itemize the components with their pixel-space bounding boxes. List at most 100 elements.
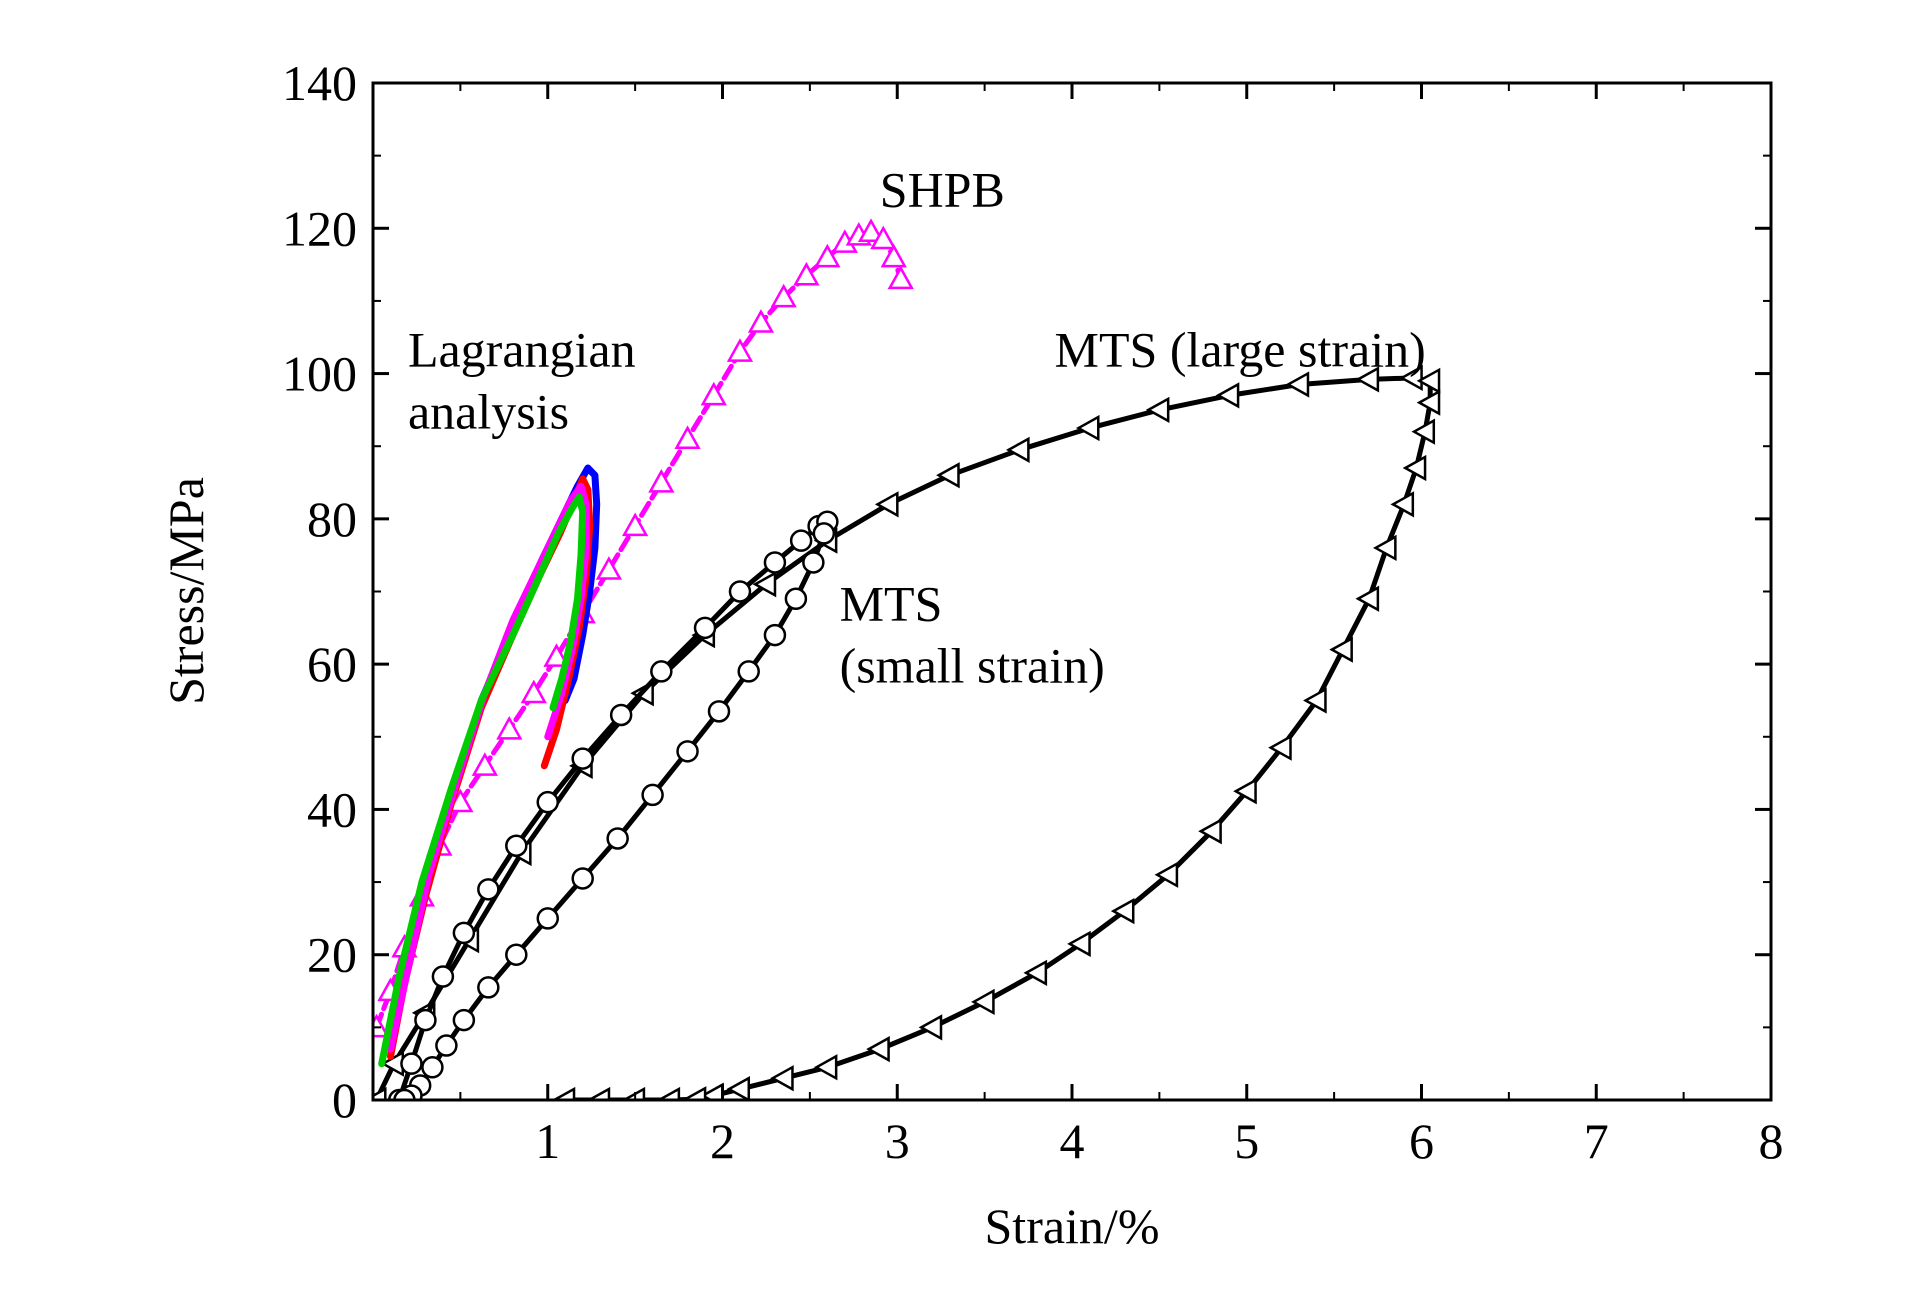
data-point-mts_large (1329, 636, 1353, 663)
y-tick-label: 40 (307, 781, 357, 837)
series-mts_small (387, 510, 839, 1100)
data-point-shpb (726, 338, 754, 362)
data-point-mts_large (1067, 930, 1091, 957)
data-point-mts_small (763, 623, 787, 647)
data-point-shpb (770, 283, 797, 308)
series-lag_green (378, 493, 587, 1068)
y-tick-label: 20 (307, 927, 357, 983)
annotation-layer: SHPB MTS (large strain) Lagrangian analysis… (408, 161, 1426, 693)
series-mts_large (373, 364, 1441, 1100)
series-layer (373, 218, 1441, 1100)
data-point-shpb (793, 261, 820, 286)
data-point-mts_large (1233, 778, 1257, 805)
data-point-mts_small (452, 921, 476, 945)
data-point-shpb (595, 556, 623, 580)
y-tick-label: 120 (282, 200, 357, 256)
annotation-shpb: SHPB (880, 161, 1005, 217)
x-tick-label: 7 (1584, 1113, 1609, 1169)
data-point-mts_small (452, 1008, 476, 1032)
series-line-mts_large (374, 375, 1433, 1100)
data-point-shpb (700, 381, 727, 406)
y-tick-label: 60 (307, 636, 357, 692)
data-point-mts_small (784, 587, 808, 611)
data-point-mts_large (1411, 418, 1436, 445)
data-point-mts_large (586, 1086, 611, 1100)
data-point-mts_large (1372, 534, 1397, 562)
x-tick-label: 2 (710, 1113, 735, 1169)
data-point-mts_small (505, 943, 528, 966)
data-point-mts_large (1110, 898, 1135, 925)
annotation-mts-small: (small strain) (840, 638, 1105, 694)
data-point-mts_small (477, 878, 500, 901)
data-point-shpb (471, 752, 498, 776)
data-point-shpb (520, 679, 547, 704)
data-point-mts_large (1198, 818, 1222, 845)
data-point-mts_large (1075, 414, 1100, 442)
x-tick-label: 6 (1409, 1113, 1434, 1169)
data-point-mts_large (551, 1086, 576, 1100)
annotation-lagrangian: analysis (408, 383, 569, 439)
data-point-mts_large (373, 1086, 387, 1100)
data-point-shpb (373, 1013, 390, 1038)
data-point-shpb (622, 512, 649, 537)
data-point-mts_large (918, 1014, 943, 1041)
data-point-mts_small (477, 976, 500, 999)
data-point-mts_large (1416, 389, 1441, 416)
data-point-mts_small (641, 783, 664, 807)
data-point-mts_small (431, 965, 455, 988)
data-point-shpb (543, 643, 570, 667)
x-tick-label: 5 (1234, 1113, 1259, 1169)
data-point-mts_small (421, 1056, 444, 1079)
data-point-mts_large (874, 491, 899, 518)
data-point-mts_large (770, 1065, 794, 1092)
data-point-shpb (496, 715, 523, 740)
data-point-mts_large (1303, 687, 1327, 714)
data-point-mts_small (676, 740, 699, 763)
data-point-mts_large (1416, 367, 1441, 394)
data-point-mts_small (763, 551, 787, 574)
data-point-mts_large (1355, 366, 1380, 393)
annotation-mts-small: MTS (840, 576, 943, 632)
data-point-shpb (880, 243, 907, 268)
data-point-mts_small (400, 1052, 423, 1075)
y-tick-label: 140 (282, 55, 357, 111)
data-point-mts_small (650, 660, 673, 683)
data-point-mts_large (971, 988, 995, 1016)
data-point-mts_large (1145, 396, 1170, 424)
data-point-mts_small (393, 1088, 416, 1100)
data-point-mts_small (728, 580, 752, 603)
data-point-mts_large (726, 1075, 751, 1100)
y-tick-label: 100 (282, 346, 357, 402)
data-point-shpb (674, 425, 701, 449)
data-point-mts_small (707, 700, 731, 723)
data-point-mts_large (1399, 364, 1423, 392)
data-point-mts_large (1402, 454, 1427, 482)
y-tick-label: 80 (307, 491, 357, 547)
data-point-mts_small (609, 703, 633, 727)
data-point-mts_large (1006, 436, 1030, 463)
data-point-mts_large (813, 1054, 838, 1081)
data-point-mts_small (536, 907, 559, 930)
data-point-mts_large (1390, 491, 1415, 518)
data-point-mts_large (936, 462, 960, 489)
annotation-mts-large: MTS (large strain) (1055, 321, 1426, 377)
data-point-mts_large (752, 571, 777, 598)
y-axis-label: Stress/MPa (158, 477, 214, 705)
data-point-mts_small (693, 616, 717, 640)
x-tick-label: 3 (885, 1113, 910, 1169)
data-point-mts_small (571, 747, 594, 770)
data-point-mts_large (1285, 371, 1310, 398)
data-point-shpb (648, 468, 675, 493)
data-point-mts_small (571, 867, 594, 890)
x-axis-label: Strain/% (985, 1198, 1160, 1254)
data-point-mts_large (1023, 959, 1048, 986)
data-point-mts_small (435, 1034, 458, 1057)
data-point-mts_small (536, 790, 559, 814)
series-line-lag_green (378, 493, 587, 1068)
data-point-mts_large (1154, 861, 1179, 888)
data-point-shpb (870, 225, 897, 250)
data-point-mts_small (606, 827, 629, 850)
x-tick-label: 4 (1060, 1113, 1085, 1169)
data-point-mts_small (802, 551, 825, 574)
